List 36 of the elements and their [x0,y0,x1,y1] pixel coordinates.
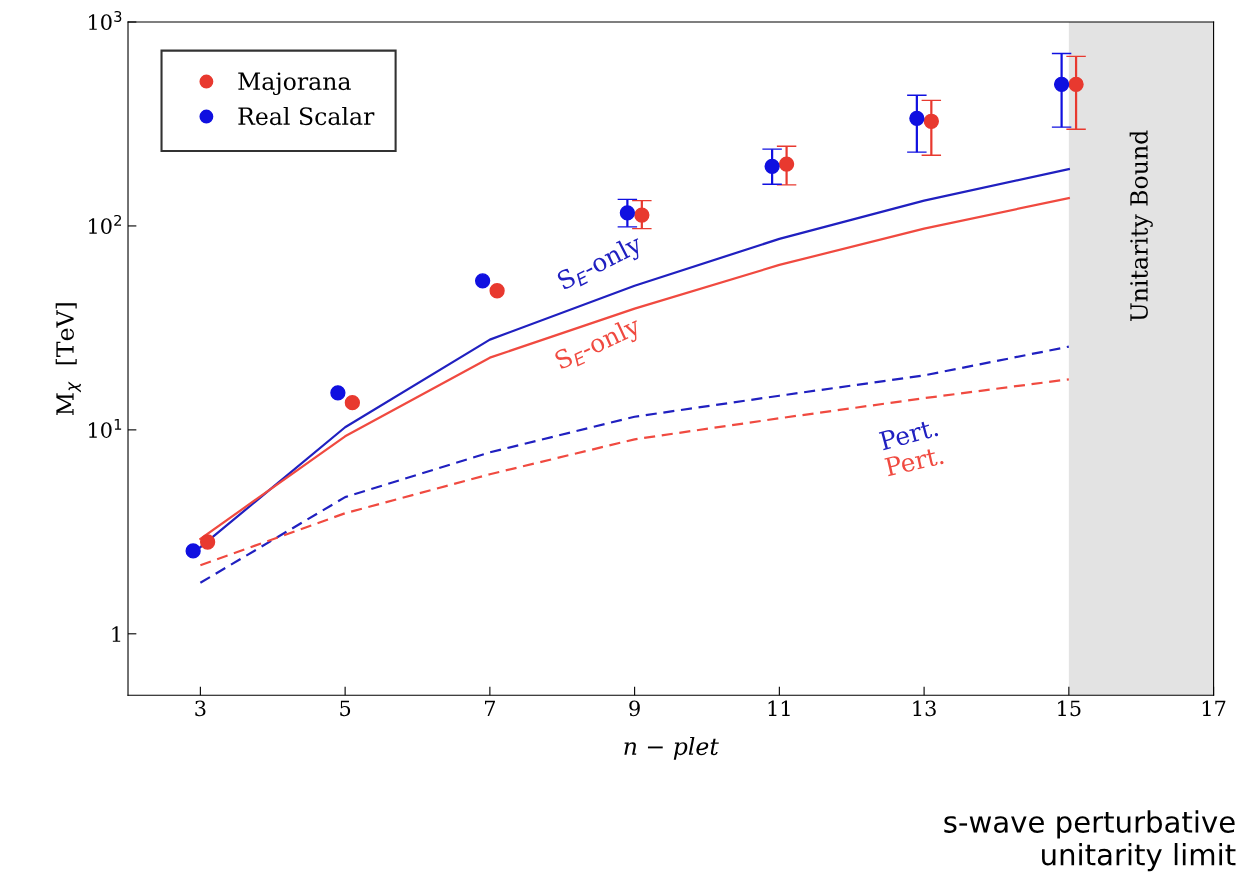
point [330,385,346,401]
x-tick-label: 7 [484,700,495,716]
point [344,394,361,411]
annotation: S$_{E}$-only [555,232,647,295]
y-axis-title: M$_{χ}$ [TeV] [55,303,81,416]
text: s-wave perturbative unitarity limit [944,810,1236,872]
point [764,158,780,174]
band-label: Unitarity Bound [1129,130,1153,322]
y-tick-label: 10$^{3}$ [89,10,122,31]
x-tick-label: 3 [195,700,206,717]
line-series [199,378,1070,567]
point [185,543,201,559]
annotation: S$_{E}$-only [553,314,645,375]
point [1068,76,1084,92]
point [489,283,505,299]
point [1053,76,1070,92]
x-tick-label: 9 [629,700,640,717]
y-tick-label: 10$^{2}$ [89,214,122,234]
x-tick-label: 5 [340,700,351,717]
point [778,156,795,172]
point [474,273,491,289]
x-tick-label: 15 [1058,700,1081,717]
y-tick-label: 10$^{1}$ [89,419,122,438]
x-tick-label: 13 [913,700,936,717]
legend-label: Majorana [238,72,351,96]
point [923,113,939,129]
point [619,205,636,221]
x-tick-label: 17 [1202,700,1226,716]
y-tick-label: 1 [112,626,121,642]
x-tick-label: 11 [768,700,790,716]
annotation: Pert. [878,417,939,451]
legend-label: Real Scalar [238,106,375,126]
point [199,534,216,550]
point [634,207,650,223]
point [909,110,925,126]
x-axis-title: n − plet [624,736,719,760]
